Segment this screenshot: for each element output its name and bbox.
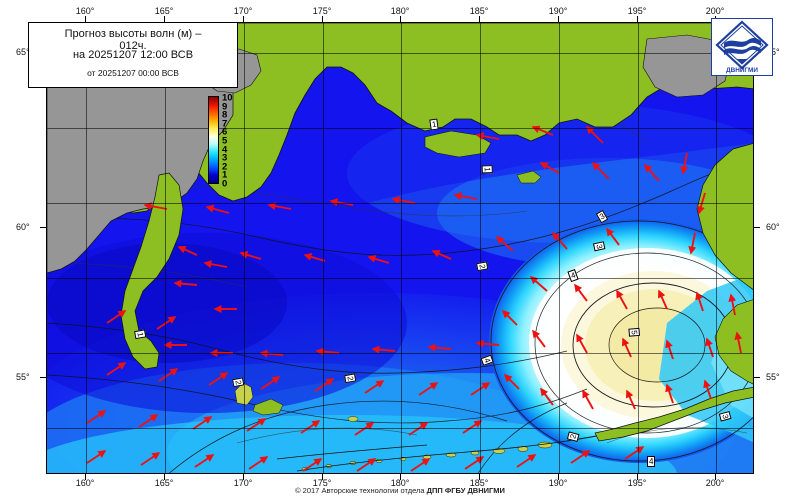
lon-label-bottom: 180° (390, 478, 410, 488)
dvnigmi-logo: ДВНИГМИ (711, 18, 773, 76)
tick-bottom (479, 474, 480, 480)
tick-bottom (322, 474, 323, 480)
title-issue-time: от 20251207 00:00 ВСВ (87, 68, 179, 78)
lat-label-right: 55° (766, 372, 780, 382)
gridline-lon (559, 23, 560, 473)
lon-label-bottom: 175° (312, 478, 332, 488)
title-line-1: Прогноз высоты волн (м) – 012ч. (29, 28, 237, 52)
lat-label-left: 60° (16, 222, 30, 232)
colorbar-tick: 3 (222, 152, 228, 164)
title-box: Прогноз высоты волн (м) – 012ч. на 20251… (28, 22, 238, 88)
lon-label-bottom: 165° (154, 478, 174, 488)
tick-bottom (164, 474, 165, 480)
gridline-lon (86, 23, 87, 473)
lon-label-top: 175° (312, 6, 332, 16)
contour-label: 1 (481, 165, 493, 174)
lon-label-bottom: 190° (548, 478, 568, 488)
colorbar-tick: 10 (222, 92, 233, 104)
tick-top (400, 16, 401, 22)
lat-label-left: 55° (16, 372, 30, 382)
tick-bottom (715, 474, 716, 480)
tick-top (243, 16, 244, 22)
tick-top (637, 16, 638, 22)
logo-graphic: ДВНИГМИ (715, 20, 769, 74)
tick-top (558, 16, 559, 22)
tick-bottom (243, 474, 244, 480)
colorbar-tick: 5 (222, 135, 228, 147)
tick-top (164, 16, 165, 22)
colorbar-tick: 4 (222, 144, 228, 156)
lon-label-top: 160° (75, 6, 95, 16)
tick-right (754, 227, 760, 228)
lon-label-top: 165° (154, 6, 174, 16)
tick-top (322, 16, 323, 22)
copyright-footer: © 2017 Авторские технологии отдела ДПП Ф… (0, 486, 800, 495)
title-lead-time: 012ч. (119, 40, 147, 52)
gridline-lat (47, 53, 753, 54)
contour-label: 1 (429, 118, 440, 131)
gridline-lat (47, 353, 753, 354)
lon-label-top: 190° (548, 6, 568, 16)
tick-bottom (637, 474, 638, 480)
lon-label-bottom: 185° (469, 478, 489, 488)
gridline-lon (323, 23, 324, 473)
lon-label-top: 195° (627, 6, 647, 16)
gridline-lat (47, 203, 753, 204)
gridline-lon (244, 23, 245, 473)
colorbar-tick: 0 (222, 178, 228, 190)
gridline-lon (480, 23, 481, 473)
tick-bottom (558, 474, 559, 480)
gridline-lat (47, 128, 753, 129)
tick-right (754, 377, 760, 378)
title-line-1-text: Прогноз высоты волн (м) – (64, 28, 202, 40)
tick-left (40, 227, 46, 228)
gridline-lon (716, 23, 717, 473)
lat-label-left: 65° (16, 47, 30, 57)
tick-left (40, 377, 46, 378)
gridline-lat (47, 428, 753, 429)
map-plot-area[interactable]: 1 1 1 2 2 2 3 3 3 4 4 4 5 2 (46, 22, 754, 474)
colorbar-tick: 7 (222, 118, 228, 130)
lon-label-top: 170° (233, 6, 253, 16)
copyright-prefix: © 2017 Авторские технологии отдела (295, 486, 427, 495)
colorbar-tick: 1 (222, 169, 228, 181)
tick-bottom (400, 474, 401, 480)
logo-text: ДВНИГМИ (726, 67, 758, 74)
lon-label-top: 185° (469, 6, 489, 16)
tick-top (85, 16, 86, 22)
lon-label-bottom: 195° (627, 478, 647, 488)
colorbar-tick: 2 (222, 161, 228, 173)
contour-label: 5 (628, 327, 641, 338)
gridline-lon (165, 23, 166, 473)
gridline-lat (47, 278, 753, 279)
colorbar-tick: 9 (222, 101, 228, 113)
colorbar-tick: 6 (222, 126, 228, 138)
lon-label-top: 200° (705, 6, 725, 16)
contour-label: 4 (647, 456, 656, 467)
colorbar-tick: 8 (222, 109, 228, 121)
lon-label-bottom: 170° (233, 478, 253, 488)
lat-label-right: 60° (766, 222, 780, 232)
title-valid-time: на 20251207 12:00 ВСВ (72, 49, 194, 61)
colorbar (208, 96, 219, 184)
tick-top (479, 16, 480, 22)
lon-label-bottom: 160° (75, 478, 95, 488)
lon-label-bottom: 200° (705, 478, 725, 488)
lon-label-top: 180° (390, 6, 410, 16)
gridline-lon (401, 23, 402, 473)
copyright-org: ДПП ФГБУ ДВНИГМИ (426, 486, 505, 495)
gridline-lon (638, 23, 639, 473)
tick-bottom (85, 474, 86, 480)
